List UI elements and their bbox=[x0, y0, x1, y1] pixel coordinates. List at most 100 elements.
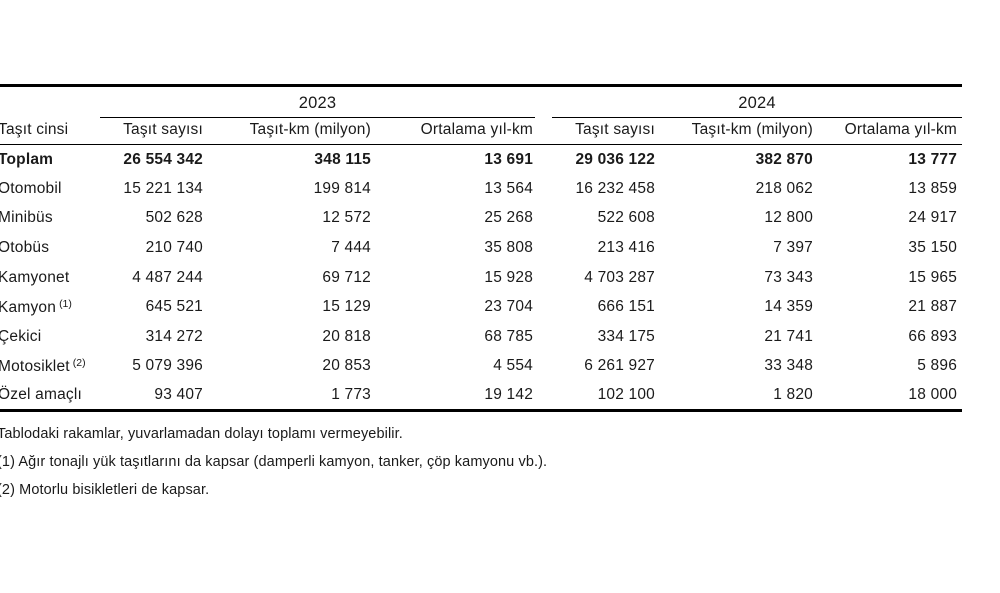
value-cell: 102 100 bbox=[597, 386, 656, 404]
row-label: Özel amaçlı bbox=[0, 386, 83, 404]
value-cell: 25 268 bbox=[484, 209, 534, 227]
value-cell: 5 079 396 bbox=[132, 357, 203, 375]
value-cell: 73 343 bbox=[764, 268, 814, 286]
value-cell: 21 741 bbox=[764, 327, 814, 345]
value-cell: 1 820 bbox=[773, 386, 814, 404]
value-cell: 24 917 bbox=[908, 209, 958, 227]
row-gap-cell bbox=[535, 322, 552, 352]
year-group-row: 2023 2024 bbox=[0, 85, 963, 118]
year-group-gap bbox=[535, 86, 552, 118]
value-cell: 26 554 342 bbox=[123, 150, 203, 168]
table-body: Toplam 26 554 342 348 115 13 691 29 036 122 3… bbox=[0, 145, 962, 411]
value-cell: 7 444 bbox=[331, 239, 371, 257]
value-cell: 29 036 122 bbox=[575, 150, 656, 168]
row-gap-cell bbox=[535, 292, 552, 322]
value-cell: 69 712 bbox=[322, 268, 371, 286]
row-gap-cell bbox=[535, 352, 552, 382]
value-cell: 502 628 bbox=[145, 209, 203, 227]
table-row: Toplam 26 554 342 348 115 13 691 29 036 122 3… bbox=[0, 145, 962, 175]
header-2023-vehicle-km: Taşıt-km (milyon) bbox=[205, 117, 373, 145]
value-cell: 334 175 bbox=[597, 327, 656, 345]
value-cell: 4 554 bbox=[493, 357, 534, 375]
table-row: Motosiklet (2) 5 079 396 20 853 4 554 6 261 9… bbox=[0, 352, 962, 382]
header-gap bbox=[535, 117, 553, 145]
value-cell: 12 572 bbox=[322, 209, 371, 227]
vehicle-stats-table: 2023 2024 Taşıt cinsi Taşıt sayısı Taşıt… bbox=[0, 84, 963, 413]
value-cell: 23 704 bbox=[484, 298, 534, 316]
footnote-marker: (2) bbox=[72, 356, 86, 369]
value-cell: 20 853 bbox=[322, 357, 371, 375]
value-cell: 21 887 bbox=[908, 298, 958, 316]
header-2024-vehicle-km: Taşıt-km (milyon) bbox=[657, 117, 816, 145]
value-cell: 35 150 bbox=[908, 239, 958, 257]
table-row: Kamyonet 4 487 244 69 712 15 928 4 703 287 73… bbox=[0, 263, 962, 293]
table-row: Minibüs 502 628 12 572 25 268 522 608 12 800 2… bbox=[0, 204, 962, 234]
row-label: Çekici bbox=[0, 327, 42, 345]
header-2024-avg-yearly-km: Ortalama yıl-km bbox=[815, 117, 963, 145]
footnote-rounding-note: Tablodaki rakamlar, yuvarlamadan dolayı … bbox=[0, 426, 403, 442]
table-row: Kamyon (1) 645 521 15 129 23 704 666 151 14 35… bbox=[0, 292, 962, 322]
value-cell: 19 142 bbox=[484, 386, 534, 404]
header-2023-vehicle-count: Taşıt sayısı bbox=[100, 117, 205, 145]
footnote-marker: (1) bbox=[59, 297, 72, 310]
table-row: Otobüs 210 740 7 444 35 808 213 416 7 397 35 1… bbox=[0, 233, 962, 263]
value-cell: 218 062 bbox=[755, 179, 814, 197]
value-cell: 7 397 bbox=[773, 239, 814, 257]
header-2023-avg-yearly-km: Ortalama yıl-km bbox=[373, 117, 536, 145]
value-cell: 14 359 bbox=[764, 298, 814, 316]
row-gap-cell bbox=[535, 381, 552, 411]
value-cell: 15 221 134 bbox=[123, 179, 203, 197]
row-label: Otobüs bbox=[0, 239, 50, 257]
value-cell: 16 232 458 bbox=[575, 179, 656, 197]
header-2024-vehicle-count: Taşıt sayısı bbox=[552, 117, 658, 145]
value-cell: 15 928 bbox=[484, 268, 534, 286]
footnotes: Tablodaki rakamlar, yuvarlamadan dolayı … bbox=[0, 427, 977, 511]
row-gap-cell bbox=[535, 233, 552, 263]
value-cell: 210 740 bbox=[145, 239, 203, 257]
value-cell: 18 000 bbox=[908, 386, 958, 404]
row-gap-cell bbox=[535, 174, 552, 204]
value-cell: 66 893 bbox=[908, 327, 958, 345]
value-cell: 645 521 bbox=[145, 298, 203, 316]
value-cell: 522 608 bbox=[597, 209, 656, 227]
row-label: Minibüs bbox=[0, 209, 53, 227]
row-label: Kamyonet bbox=[0, 268, 70, 286]
row-label: Kamyon (1) bbox=[0, 297, 72, 316]
table-row: Çekici 314 272 20 818 68 785 334 175 21 741 66… bbox=[0, 322, 962, 352]
row-label: Otomobil bbox=[0, 179, 62, 197]
value-cell: 93 407 bbox=[154, 386, 203, 404]
value-cell: 13 859 bbox=[908, 179, 958, 197]
value-cell: 213 416 bbox=[597, 239, 656, 257]
row-gap-cell bbox=[535, 145, 552, 175]
column-header-row: Taşıt cinsi Taşıt sayısı Taşıt-km (milyo… bbox=[0, 117, 963, 145]
row-gap-cell bbox=[535, 204, 552, 234]
value-cell: 5 896 bbox=[917, 357, 958, 375]
value-cell: 20 818 bbox=[322, 327, 371, 345]
value-cell: 382 870 bbox=[755, 150, 814, 168]
value-cell: 12 800 bbox=[764, 209, 814, 227]
footnote-1: (1) Ağır tonajlı yük taşıtlarını da kaps… bbox=[0, 454, 548, 470]
row-label: Motosiklet (2) bbox=[0, 356, 86, 375]
value-cell: 4 487 244 bbox=[132, 268, 203, 286]
value-cell: 666 151 bbox=[597, 298, 656, 316]
year-2023-label: 2023 bbox=[100, 85, 536, 118]
value-cell: 33 348 bbox=[764, 357, 814, 375]
value-cell: 68 785 bbox=[484, 327, 534, 345]
vehicle-stats-table-wrap: 2023 2024 Taşıt cinsi Taşıt sayısı Taşıt… bbox=[0, 84, 963, 413]
footnote-2: (2) Motorlu bisikletleri de kapsar. bbox=[0, 482, 210, 498]
row-label: Toplam bbox=[0, 150, 54, 168]
value-cell: 13 564 bbox=[484, 179, 534, 197]
table-row: Özel amaçlı 93 407 1 773 19 142 102 100 1 820… bbox=[0, 381, 962, 411]
year-group-spacer-left bbox=[0, 86, 100, 118]
value-cell: 1 773 bbox=[331, 386, 371, 404]
value-cell: 15 965 bbox=[908, 268, 958, 286]
table-row: Otomobil 15 221 134 199 814 13 564 16 232 45… bbox=[0, 174, 962, 204]
value-cell: 35 808 bbox=[484, 239, 534, 257]
value-cell: 348 115 bbox=[314, 150, 371, 168]
value-cell: 199 814 bbox=[313, 179, 371, 197]
value-cell: 6 261 927 bbox=[584, 357, 656, 375]
value-cell: 15 129 bbox=[322, 298, 371, 316]
vehicle-type-header: Taşıt cinsi bbox=[0, 117, 100, 145]
row-gap-cell bbox=[535, 263, 552, 293]
